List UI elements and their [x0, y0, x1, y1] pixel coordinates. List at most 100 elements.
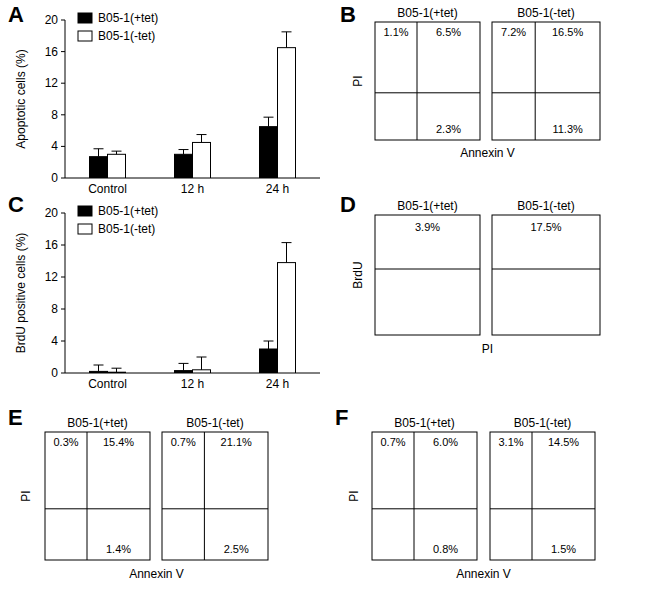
error-bar [197, 357, 207, 370]
plot-frame [372, 432, 477, 560]
error-bar [197, 135, 207, 143]
error-bar [112, 368, 122, 372]
bar [175, 371, 193, 373]
x-axis-label: Annexin V [129, 567, 184, 581]
y-tick-label: 0 [51, 366, 58, 380]
bar [90, 371, 108, 373]
panel-label: D [340, 192, 356, 217]
plot-area [90, 32, 296, 178]
quadrant-gate [87, 432, 88, 560]
plot-title: B05-1(-tet) [517, 6, 574, 20]
plot-frame [375, 22, 480, 140]
y-axis-label: PI [351, 75, 365, 86]
data-label: 2.3% [436, 123, 461, 135]
plot-title: B05-1(+tet) [397, 6, 457, 20]
data-label: 15.4% [103, 436, 134, 448]
quadrant-gate [417, 22, 418, 140]
quadrant-gate [490, 508, 595, 509]
plot-title: B05-1(+tet) [394, 416, 454, 430]
bar [108, 154, 126, 178]
y-tick [61, 373, 65, 374]
y-tick-label: 4 [51, 139, 58, 153]
y-tick-label: 8 [51, 302, 58, 316]
y-axis-label: PI [347, 490, 361, 501]
y-axis-label: BrdU [351, 261, 365, 288]
error-bar [282, 243, 292, 263]
y-tick [61, 277, 65, 278]
bar [260, 349, 278, 373]
panel-label: B [340, 2, 356, 27]
bar [278, 263, 296, 373]
plot-frame [375, 215, 480, 335]
quadrant-gate [414, 432, 415, 560]
y-tick [61, 309, 65, 310]
gate-line [492, 269, 600, 270]
plot-title: B05-1(-tet) [186, 416, 243, 430]
data-label: 0.7% [171, 436, 196, 448]
y-tick [61, 114, 65, 115]
error-bar [179, 150, 189, 155]
x-tick-label: 24 h [266, 377, 289, 391]
y-tick-label: 8 [51, 108, 58, 122]
y-axis [65, 213, 66, 373]
legend-label: B05-1(-tet) [98, 29, 155, 43]
error-bar [112, 151, 122, 154]
panel-label: A [8, 2, 24, 27]
y-tick-label: 12 [45, 270, 59, 284]
bar [90, 157, 108, 178]
data-label: 2.5% [224, 543, 249, 555]
data-label: 21.1% [221, 436, 252, 448]
y-tick [61, 20, 65, 21]
legend-label: B05-1(+tet) [98, 204, 158, 218]
quadrant-gate [204, 432, 205, 560]
panel-label: C [8, 192, 24, 217]
panel-label: F [335, 405, 348, 430]
error-bar [282, 32, 292, 48]
plot-title: B05-1(+tet) [397, 199, 457, 213]
bar [260, 127, 278, 178]
bar [193, 142, 211, 178]
data-label: 11.3% [552, 123, 583, 135]
error-bar [264, 341, 274, 349]
data-label: 1.5% [551, 543, 576, 555]
bar [175, 154, 193, 178]
plot-title: B05-1(+tet) [67, 416, 127, 430]
y-axis-label: Apoptotic cells (%) [14, 49, 28, 148]
data-label: 14.5% [548, 436, 579, 448]
x-axis-label: PI [482, 342, 493, 356]
quadrant-gate [372, 508, 477, 509]
y-tick-label: 4 [51, 334, 58, 348]
x-tick-label: Control [88, 377, 127, 391]
x-axis-label: Annexin V [456, 567, 511, 581]
legend-swatch [78, 13, 92, 23]
y-tick [61, 178, 65, 179]
data-label: 1.4% [106, 543, 131, 555]
data-label: 7.2% [501, 26, 526, 38]
plot-frame [162, 432, 268, 560]
quadrant-gate [492, 92, 600, 93]
plot-frame [492, 22, 600, 140]
data-label: 3.1% [498, 436, 523, 448]
error-bar [94, 149, 104, 157]
x-axis-label: Annexin V [460, 146, 515, 160]
quadrant-gate [45, 508, 150, 509]
y-axis [65, 20, 66, 178]
y-tick-label: 16 [45, 238, 59, 252]
y-axis-label: BrdU positive cells (%) [14, 233, 28, 354]
y-tick [61, 245, 65, 246]
y-tick [61, 213, 65, 214]
y-tick [61, 341, 65, 342]
y-tick [61, 51, 65, 52]
y-tick-label: 12 [45, 76, 59, 90]
figure: A 0 4 8 12 16 20 Apoptotic cells (%) Control 12 h… [0, 0, 654, 602]
gate-line [375, 269, 480, 270]
data-label: 1.1% [383, 26, 408, 38]
panel-label: E [8, 405, 23, 430]
x-tick-label: Control [88, 182, 127, 196]
y-tick-label: 20 [45, 13, 59, 27]
x-tick-label: 24 h [266, 182, 289, 196]
x-tick-label: 12 h [181, 377, 204, 391]
legend-swatch [78, 31, 92, 41]
data-label: 6.0% [433, 436, 458, 448]
y-tick [61, 83, 65, 84]
